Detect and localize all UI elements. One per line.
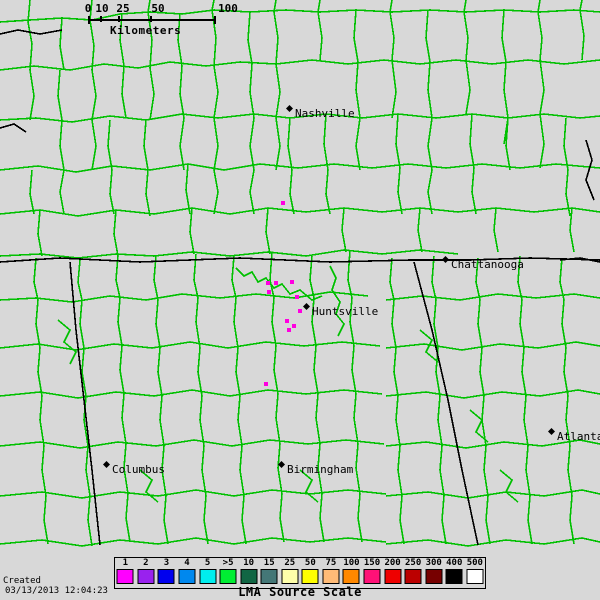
created-timestamp: 03/13/2013 12:04:23 bbox=[5, 586, 108, 596]
legend-cell-label: 2 bbox=[143, 558, 149, 568]
county-boundaries bbox=[0, 0, 600, 547]
legend-cell-swatch bbox=[425, 569, 443, 584]
legend-cell-swatch bbox=[137, 569, 155, 584]
legend-cell-label: 300 bbox=[425, 558, 442, 568]
lma-source-point bbox=[281, 201, 285, 205]
legend-cell-swatch bbox=[445, 569, 463, 584]
legend-cell[interactable]: 400 bbox=[444, 558, 465, 588]
scale-tick-label-50: 50 bbox=[151, 2, 165, 15]
legend-cell-swatch bbox=[157, 569, 175, 584]
legend-cell-swatch bbox=[178, 569, 196, 584]
legend-cell[interactable]: 100 bbox=[341, 558, 362, 588]
scale-bar: 0 10 25 50 100 Kilometers bbox=[84, 2, 238, 37]
legend-cell[interactable]: 15 bbox=[259, 558, 280, 588]
legend-cell[interactable]: 300 bbox=[423, 558, 444, 588]
scale-tick-label-10: 10 bbox=[95, 2, 109, 15]
city-label-birmingham: Birmingham bbox=[287, 463, 354, 476]
scale-tick-label-25: 25 bbox=[116, 2, 130, 15]
legend-cell-label: 5 bbox=[204, 558, 211, 568]
legend-cell-label: 1 bbox=[122, 558, 128, 568]
legend-cell-label: 50 bbox=[304, 558, 316, 568]
legend-cell-swatch bbox=[199, 569, 217, 584]
legend-cell-swatch bbox=[301, 569, 319, 584]
legend-cell[interactable]: 150 bbox=[362, 558, 383, 588]
legend-cell-swatch bbox=[363, 569, 381, 584]
legend-cell-label: 100 bbox=[343, 558, 360, 568]
scale-rule-graphic bbox=[88, 16, 216, 24]
created-label: Created bbox=[3, 576, 41, 586]
legend-cell-label: 250 bbox=[405, 558, 422, 568]
lma-source-point bbox=[274, 281, 278, 285]
legend-cell[interactable]: 200 bbox=[382, 558, 403, 588]
city-label-atlanta: Atlanta bbox=[557, 430, 600, 443]
legend-cell-swatch bbox=[322, 569, 340, 584]
created-stamp: Created 03/13/2013 12:04:23 bbox=[3, 576, 108, 596]
legend-cell-label: >5 bbox=[222, 558, 234, 568]
city-marker-icon bbox=[278, 461, 285, 468]
city-label-chattanooga: Chattanooga bbox=[451, 258, 524, 271]
lma-source-point bbox=[267, 290, 271, 294]
lma-source-scale-legend[interactable]: 1 2 3 4 5 >5 1 bbox=[114, 557, 486, 589]
legend-cell[interactable]: 25 bbox=[280, 558, 301, 588]
scale-bar-caption: Kilometers bbox=[110, 24, 182, 37]
legend-cell-swatch bbox=[260, 569, 278, 584]
legend-cell-label: 15 bbox=[263, 558, 275, 568]
lma-source-point bbox=[264, 382, 268, 386]
legend-cell[interactable]: 3 bbox=[156, 558, 177, 588]
legend-cell[interactable]: 50 bbox=[300, 558, 321, 588]
legend-cell[interactable]: 5 bbox=[197, 558, 218, 588]
legend-cell-swatch bbox=[240, 569, 258, 584]
lma-source-point bbox=[295, 295, 299, 299]
legend-cell[interactable]: 2 bbox=[136, 558, 157, 588]
scale-tick-labels: 0 10 25 50 100 bbox=[84, 2, 238, 15]
city-marker-icon bbox=[548, 428, 555, 435]
lma-source-point bbox=[290, 280, 294, 284]
legend-cell-label: 500 bbox=[466, 558, 483, 568]
legend-cell-label: 150 bbox=[363, 558, 381, 568]
legend-cell-label: 75 bbox=[325, 558, 337, 568]
state-boundaries bbox=[0, 29, 600, 546]
legend-swatch-row: 1 2 3 4 5 >5 1 bbox=[115, 558, 485, 588]
city-marker-icon bbox=[442, 256, 449, 263]
lma-source-point bbox=[292, 324, 296, 328]
lma-source-point bbox=[298, 309, 302, 313]
legend-cell-label: 3 bbox=[163, 558, 170, 568]
scale-tick-label-100: 100 bbox=[218, 2, 238, 15]
lma-source-point bbox=[266, 281, 270, 285]
legend-title: LMA Source Scale bbox=[238, 585, 362, 599]
legend-cell-swatch bbox=[281, 569, 299, 584]
legend-cell-swatch bbox=[219, 569, 237, 584]
legend-cell[interactable]: 4 bbox=[177, 558, 198, 588]
scale-tick-label-0: 0 bbox=[84, 2, 92, 15]
city-label-nashville: Nashville bbox=[295, 107, 355, 120]
legend-cell-swatch bbox=[116, 569, 134, 584]
legend-cell[interactable]: 10 bbox=[238, 558, 259, 588]
legend-cell[interactable]: 1 bbox=[115, 558, 136, 588]
city-marker-icon bbox=[303, 303, 310, 310]
legend-cell[interactable]: 250 bbox=[403, 558, 424, 588]
legend-cell-label: 200 bbox=[384, 558, 401, 568]
city-marker-icon bbox=[286, 105, 293, 112]
legend-cell[interactable]: 75 bbox=[321, 558, 342, 588]
legend-cell[interactable]: 500 bbox=[465, 558, 486, 588]
legend-cell-label: 10 bbox=[243, 558, 255, 568]
legend-cell-label: 4 bbox=[184, 558, 190, 568]
legend-cell-swatch bbox=[466, 569, 484, 584]
legend-cell-label: 400 bbox=[446, 558, 463, 568]
legend-cell-swatch bbox=[384, 569, 402, 584]
city-label-huntsville: Huntsville bbox=[312, 305, 379, 318]
lma-source-point bbox=[287, 328, 291, 332]
legend-cell[interactable]: >5 bbox=[218, 558, 239, 588]
legend-cell-label: 25 bbox=[284, 558, 296, 568]
lma-source-point bbox=[285, 319, 289, 323]
city-label-columbus: Columbus bbox=[112, 463, 165, 476]
legend-cell-swatch bbox=[404, 569, 422, 584]
city-marker-icon bbox=[103, 461, 110, 468]
legend-cell-swatch bbox=[342, 569, 360, 584]
